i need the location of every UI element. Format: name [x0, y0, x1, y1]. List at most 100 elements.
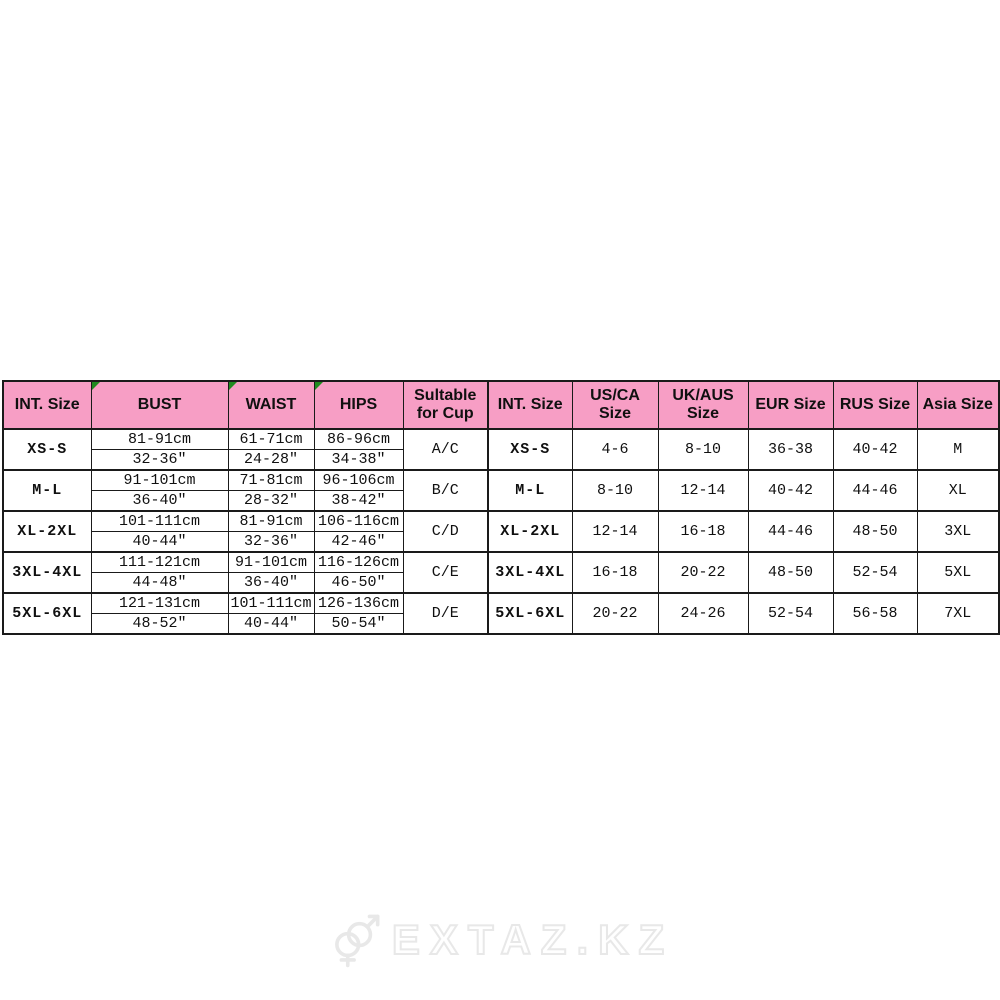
rus-cell: 52-54 [832, 551, 918, 594]
header-int-size-2: INT. Size [487, 380, 573, 430]
table-row-inches: 48-52″ 40-44″ 50-54″ [3, 613, 999, 635]
bust-cm-cell: 101-111cm [90, 510, 229, 532]
bust-cm-cell: 121-131cm [90, 592, 229, 614]
waist-cm-cell: 71-81cm [227, 469, 315, 491]
int-size-cell: 5XL-6XL [2, 592, 92, 635]
header-row: INT. Size BUST WAIST HIPS Sultable for C… [2, 380, 1000, 430]
rus-cell: 48-50 [832, 510, 918, 553]
table-row: 5XL-6XL 121-131cm 101-111cm 126-136cm D/… [2, 592, 1000, 635]
waist-in-cell: 32-36″ [227, 531, 315, 553]
table-row-inches: 44-48″ 36-40″ 46-50″ [3, 572, 999, 594]
rus-cell: 44-46 [832, 469, 918, 512]
hips-in-cell: 38-42″ [313, 490, 404, 512]
int-size-cell: XS-S [487, 428, 573, 471]
header-uk-aus: UK/AUS Size [657, 380, 749, 430]
hips-cm-cell: 96-106cm [313, 469, 404, 491]
cup-cell: A/C [402, 428, 489, 471]
cell-flag-icon [228, 382, 237, 390]
table-row-inches: 36-40″ 28-32″ 38-42″ [3, 490, 999, 512]
eur-cell: 44-46 [747, 510, 834, 553]
bust-in-cell: 36-40″ [90, 490, 229, 512]
header-cup-line1: Sultable [414, 386, 477, 404]
waist-cm-cell: 91-101cm [227, 551, 315, 573]
header-us-ca-line2: Size [598, 405, 631, 422]
bust-in-cell: 40-44″ [90, 531, 229, 553]
hips-cm-cell: 86-96cm [313, 428, 404, 450]
hips-in-cell: 46-50″ [313, 572, 404, 594]
header-us-ca-line1: US/CA [590, 386, 640, 404]
waist-in-cell: 36-40″ [227, 572, 315, 594]
int-size-cell: M-L [487, 469, 573, 512]
asia-cell: 7XL [916, 592, 1000, 635]
watermark-text: EXTAZ.KZ [391, 916, 675, 963]
asia-cell: 5XL [916, 551, 1000, 594]
header-hips: HIPS [313, 380, 404, 430]
uk-aus-cell: 20-22 [657, 551, 749, 594]
eur-cell: 52-54 [747, 592, 834, 635]
int-size-cell: M-L [2, 469, 92, 512]
cell-flag-icon [314, 382, 323, 390]
waist-in-cell: 28-32″ [227, 490, 315, 512]
header-asia: Asia Size [916, 380, 1000, 430]
table-row-inches: 40-44″ 32-36″ 42-46″ [3, 531, 999, 553]
uk-aus-cell: 16-18 [657, 510, 749, 553]
hips-in-cell: 42-46″ [313, 531, 404, 553]
header-hips-label: HIPS [339, 395, 378, 413]
table-row: M-L 91-101cm 71-81cm 96-106cm B/C M-L 8-… [2, 469, 1000, 512]
header-bust-label: BUST [137, 395, 182, 413]
int-size-cell: XS-S [2, 428, 92, 471]
header-us-ca: US/CA Size [571, 380, 659, 430]
hips-in-cell: 34-38″ [313, 449, 404, 471]
cup-cell: C/E [402, 551, 489, 594]
cell-flag-icon [91, 382, 100, 390]
us-ca-cell: 16-18 [571, 551, 659, 594]
table-row: 3XL-4XL 111-121cm 91-101cm 116-126cm C/E… [2, 551, 1000, 594]
int-size-cell: 3XL-4XL [2, 551, 92, 594]
rus-cell: 56-58 [832, 592, 918, 635]
bust-cm-cell: 81-91cm [90, 428, 229, 450]
interlocked-gender-symbols-icon [334, 914, 380, 968]
header-bust: BUST [90, 380, 229, 430]
uk-aus-cell: 24-26 [657, 592, 749, 635]
table-row: XL-2XL 101-111cm 81-91cm 106-116cm C/D X… [2, 510, 1000, 553]
watermark: EXTAZ.KZ [0, 908, 1000, 972]
eur-cell: 40-42 [747, 469, 834, 512]
header-int-size: INT. Size [2, 380, 92, 430]
waist-cm-cell: 81-91cm [227, 510, 315, 532]
waist-cm-cell: 101-111cm [227, 592, 315, 614]
bust-in-cell: 32-36″ [90, 449, 229, 471]
int-size-cell: 3XL-4XL [487, 551, 573, 594]
hips-in-cell: 50-54″ [313, 613, 404, 635]
size-chart-table: INT. Size BUST WAIST HIPS Sultable for C… [2, 380, 1000, 635]
uk-aus-cell: 8-10 [657, 428, 749, 471]
eur-cell: 36-38 [747, 428, 834, 471]
asia-cell: XL [916, 469, 1000, 512]
int-size-cell: XL-2XL [487, 510, 573, 553]
waist-in-cell: 40-44″ [227, 613, 315, 635]
rus-cell: 40-42 [832, 428, 918, 471]
waist-cm-cell: 61-71cm [227, 428, 315, 450]
header-waist: WAIST [227, 380, 315, 430]
bust-cm-cell: 91-101cm [90, 469, 229, 491]
waist-in-cell: 24-28″ [227, 449, 315, 471]
header-cup: Sultable for Cup [402, 380, 489, 430]
hips-cm-cell: 106-116cm [313, 510, 404, 532]
header-rus: RUS Size [832, 380, 918, 430]
bust-in-cell: 44-48″ [90, 572, 229, 594]
size-chart: INT. Size BUST WAIST HIPS Sultable for C… [2, 380, 1000, 635]
us-ca-cell: 4-6 [571, 428, 659, 471]
bust-cm-cell: 111-121cm [90, 551, 229, 573]
int-size-cell: 5XL-6XL [487, 592, 573, 635]
cup-cell: B/C [402, 469, 489, 512]
table-row-inches: 32-36″ 24-28″ 34-38″ [3, 449, 999, 471]
eur-cell: 48-50 [747, 551, 834, 594]
cup-cell: D/E [402, 592, 489, 635]
table-row: XS-S 81-91cm 61-71cm 86-96cm A/C XS-S 4-… [2, 428, 1000, 471]
hips-cm-cell: 116-126cm [313, 551, 404, 573]
uk-aus-cell: 12-14 [657, 469, 749, 512]
header-eur: EUR Size [747, 380, 834, 430]
asia-cell: 3XL [916, 510, 1000, 553]
header-uk-aus-line1: UK/AUS [672, 386, 734, 404]
hips-cm-cell: 126-136cm [313, 592, 404, 614]
int-size-cell: XL-2XL [2, 510, 92, 553]
